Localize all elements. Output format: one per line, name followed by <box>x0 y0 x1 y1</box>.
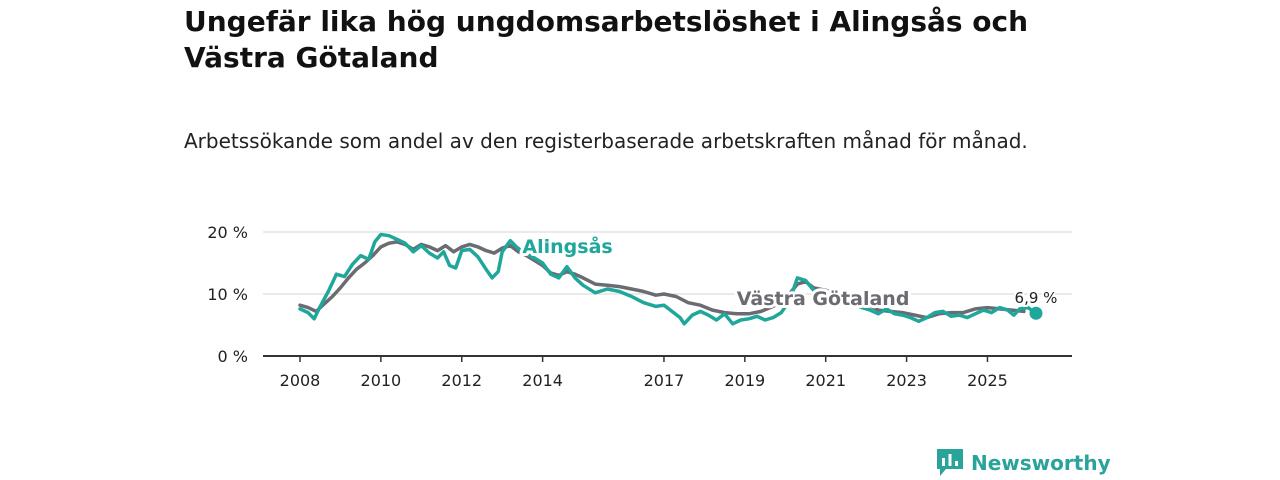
x-tick-label: 2008 <box>280 371 321 390</box>
x-tick-label: 2021 <box>805 371 846 390</box>
newsworthy-logo-text: Newsworthy <box>971 451 1111 475</box>
series-layer <box>298 232 1038 326</box>
y-tick-label: 20 % <box>207 223 248 242</box>
x-tick-label: 2017 <box>644 371 685 390</box>
series-line-v-stra-g-taland <box>298 240 1026 320</box>
x-tick-label: 2010 <box>361 371 402 390</box>
chart-subtitle: Arbetssökande som andel av den registerb… <box>184 129 1028 153</box>
x-tick-label: 2023 <box>886 371 927 390</box>
last-value-dot <box>1029 306 1043 320</box>
newsworthy-logo: Newsworthy <box>937 449 1111 477</box>
y-tick-label: 0 % <box>218 347 248 366</box>
last-value-label: 6,9 % <box>1015 289 1058 307</box>
x-tick-label: 2025 <box>967 371 1008 390</box>
x-axis: 2008 2010 2012 2014 2017 2019 2021 2023 2025 <box>263 355 1072 390</box>
series-label: Västra Götaland <box>737 288 910 310</box>
label-layer: Västra Götaland Alingsås 6,9 % <box>519 231 1059 320</box>
x-tick-label: 2012 <box>441 371 482 390</box>
x-tick-label: 2014 <box>522 371 563 390</box>
grid-layer: 0 % 10 % 20 % <box>207 223 1072 366</box>
chart-title: Ungefär lika hög ungdomsarbetslöshet i A… <box>184 5 1029 74</box>
series-line-alings-s <box>298 232 1038 326</box>
series-label: Alingsås <box>522 234 612 258</box>
x-tick-label: 2019 <box>724 371 765 390</box>
y-tick-label: 10 % <box>207 285 248 304</box>
newsworthy-logo-icon <box>937 449 963 476</box>
